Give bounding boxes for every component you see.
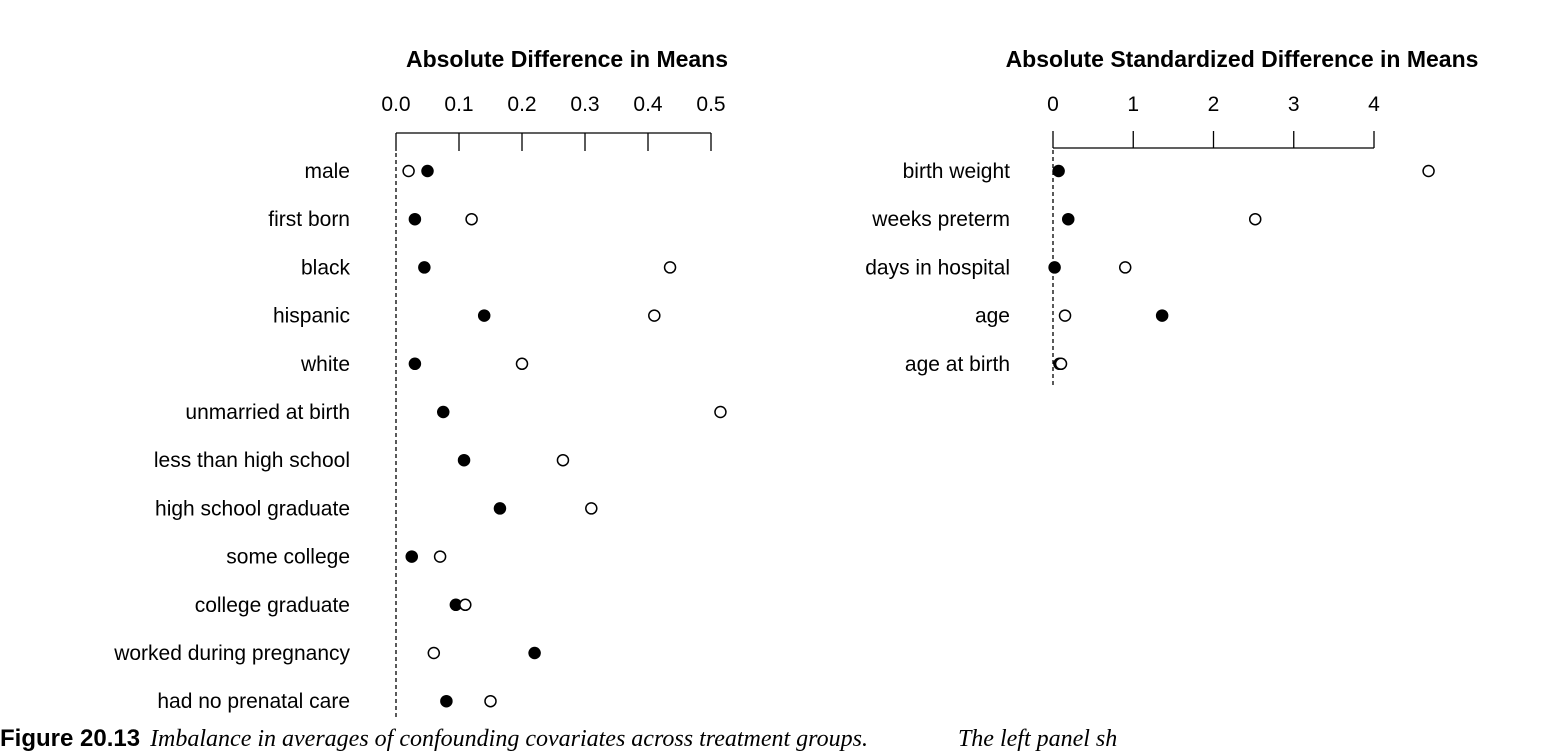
left-panel-diff-in-means: Absolute Difference in Means 0.0 0.1 0.2 0.3… bbox=[113, 46, 728, 720]
open-point bbox=[465, 212, 478, 226]
row-label: first born bbox=[268, 208, 350, 231]
filled-point bbox=[408, 357, 422, 371]
row-label: hispanic bbox=[273, 305, 350, 328]
row-label: less than high school bbox=[154, 449, 350, 472]
filled-point bbox=[457, 453, 471, 467]
x-tick-label: 1 bbox=[1127, 93, 1139, 116]
row-label: high school graduate bbox=[155, 497, 350, 520]
filled-point bbox=[1052, 164, 1065, 178]
x-tick-label: 2 bbox=[1208, 93, 1220, 116]
x-tick-label: 4 bbox=[1368, 93, 1380, 116]
x-tick-label: 0.4 bbox=[633, 93, 663, 116]
x-tick-label: 0.2 bbox=[507, 93, 536, 116]
row-label: age at birth bbox=[905, 353, 1010, 376]
open-point bbox=[1118, 261, 1132, 274]
open-point bbox=[427, 646, 441, 660]
open-point bbox=[663, 261, 677, 274]
open-point bbox=[1422, 164, 1435, 178]
filled-point bbox=[405, 550, 418, 563]
filled-point bbox=[440, 694, 453, 708]
filled-point bbox=[477, 309, 491, 322]
filled-point bbox=[1061, 212, 1075, 226]
row-label: college graduate bbox=[195, 594, 350, 617]
filled-point bbox=[418, 261, 431, 274]
figure-caption: Figure 20.13 Imbalance in averages of con… bbox=[0, 725, 1117, 752]
open-point bbox=[1054, 357, 1068, 371]
filled-point bbox=[421, 164, 434, 178]
row-label: birth weight bbox=[903, 160, 1011, 183]
chart-title: Absolute Standardized Difference in Mean… bbox=[1006, 46, 1479, 72]
row-label: age bbox=[975, 305, 1010, 328]
open-point bbox=[1058, 309, 1072, 322]
x-tick-label: 0.3 bbox=[570, 93, 599, 116]
x-tick-label: 0.5 bbox=[696, 93, 725, 116]
open-point bbox=[1248, 212, 1262, 226]
caption-text: Imbalance in averages of confounding cov… bbox=[149, 726, 868, 752]
filled-point bbox=[528, 646, 541, 660]
right-panel-standardized-diff: Absolute Standardized Difference in Mean… bbox=[865, 46, 1478, 388]
filled-point bbox=[408, 212, 422, 226]
caption-trailing: The left panel sh bbox=[958, 726, 1117, 752]
open-point bbox=[433, 550, 447, 563]
row-label: male bbox=[304, 160, 350, 183]
open-point bbox=[585, 502, 598, 515]
row-label: worked during pregnancy bbox=[113, 642, 350, 665]
caption-label: Figure 20.13 bbox=[0, 725, 140, 752]
open-point bbox=[714, 405, 727, 419]
open-point bbox=[515, 357, 529, 371]
filled-point bbox=[1155, 309, 1169, 322]
row-label: black bbox=[301, 256, 351, 279]
row-label: weeks preterm bbox=[871, 208, 1010, 231]
x-tick-label: 0.1 bbox=[444, 93, 473, 116]
row-label: white bbox=[300, 353, 350, 376]
row-label: some college bbox=[226, 546, 350, 569]
x-tick-label: 0 bbox=[1047, 93, 1059, 116]
filled-point bbox=[437, 405, 450, 419]
row-label: unmarried at birth bbox=[185, 401, 350, 424]
open-point bbox=[648, 309, 661, 322]
filled-point bbox=[493, 502, 507, 515]
filled-point bbox=[1048, 261, 1061, 274]
open-point bbox=[402, 164, 415, 178]
row-label: days in hospital bbox=[865, 256, 1010, 279]
x-tick-label: 3 bbox=[1288, 93, 1300, 116]
open-point bbox=[459, 598, 472, 612]
x-tick-label: 0.0 bbox=[381, 93, 410, 116]
row-label: had no prenatal care bbox=[157, 690, 350, 713]
open-point bbox=[556, 453, 570, 467]
open-point bbox=[484, 694, 497, 708]
chart-title: Absolute Difference in Means bbox=[406, 46, 728, 72]
